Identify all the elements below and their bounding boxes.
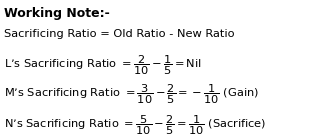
Text: Working Note:-: Working Note:- <box>4 7 110 20</box>
Text: Sacrificing Ratio = Old Ratio - New Ratio: Sacrificing Ratio = Old Ratio - New Rati… <box>4 29 234 40</box>
Text: L’s Sacrificing Ratio $= \dfrac{2}{10} - \dfrac{1}{5} = \mathrm{Nil}$: L’s Sacrificing Ratio $= \dfrac{2}{10} -… <box>4 54 202 77</box>
Text: M’s Sacrificing Ratio $= \dfrac{3}{10} - \dfrac{2}{5} = -\dfrac{1}{10}$ (Gain): M’s Sacrificing Ratio $= \dfrac{3}{10} -… <box>4 82 259 106</box>
Text: N’s Sacrificing Ratio $= \dfrac{5}{10} - \dfrac{2}{5} = \dfrac{1}{10}$ (Sacrific: N’s Sacrificing Ratio $= \dfrac{5}{10} -… <box>4 113 266 134</box>
